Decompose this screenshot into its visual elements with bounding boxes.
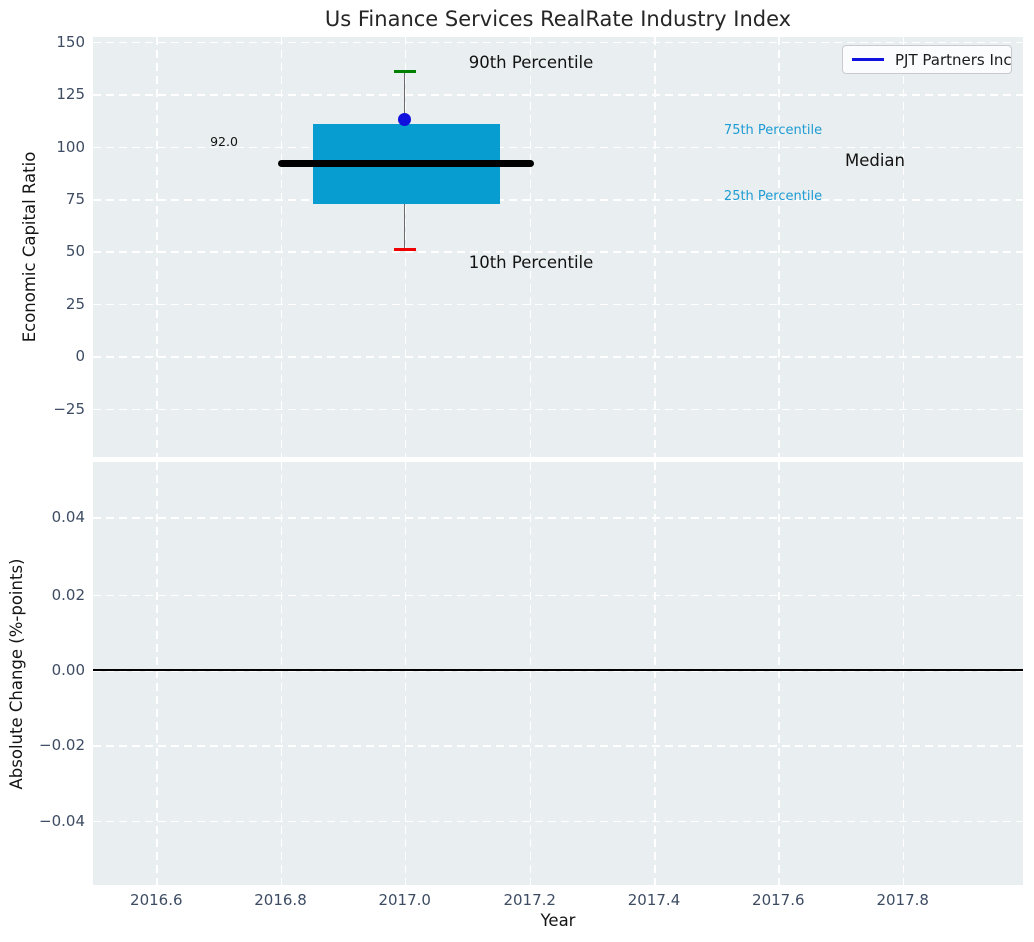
p25-annotation: 25th Percentile — [723, 188, 823, 204]
x-axis-label: Year — [540, 911, 576, 930]
legend-label: PJT Partners Inc — [895, 50, 1012, 69]
gridline — [93, 517, 1023, 519]
p75-annotation: 75th Percentile — [723, 123, 823, 138]
gridline — [93, 594, 1023, 597]
gridline — [404, 37, 407, 457]
legend: PJT Partners Inc — [842, 45, 1012, 74]
x-tick-label: 2017.6 — [752, 891, 805, 909]
gridline — [93, 356, 1023, 358]
y-tick-label: 25 — [65, 294, 85, 313]
bottom-y-axis-label: Absolute Change (%-points) — [7, 558, 26, 789]
y-tick-label: 0 — [75, 347, 85, 366]
y-tick-label: 0.00 — [51, 661, 85, 679]
p10-annotation: 10th Percentile — [468, 253, 594, 272]
x-tick-label: 2017.4 — [627, 891, 681, 909]
gridline — [654, 462, 656, 885]
gridline — [93, 41, 1023, 44]
bottom-plot-area — [93, 462, 1023, 885]
y-tick-label: 125 — [56, 85, 85, 104]
x-tick-label: 2017.8 — [876, 891, 929, 909]
gridline — [280, 37, 283, 457]
top-plot-area: 92.0 90th Percentile 10th Percentile 75t… — [93, 37, 1023, 457]
gridline — [93, 745, 1023, 747]
y-tick-label: 0.02 — [51, 585, 85, 604]
top-y-axis-label: Economic Capital Ratio — [20, 151, 39, 343]
x-tick-label: 2017.0 — [378, 891, 431, 909]
gridline — [93, 146, 1023, 149]
gridline — [778, 462, 780, 885]
x-tick-label: 2016.8 — [254, 891, 307, 909]
gridline — [654, 37, 656, 457]
median-line — [278, 159, 534, 167]
zero-baseline — [93, 669, 1023, 671]
gridline — [902, 462, 905, 885]
gridline — [156, 37, 158, 457]
y-tick-label: 0.04 — [51, 508, 85, 527]
y-tick-label: −0.02 — [39, 736, 85, 755]
y-tick-label: 50 — [65, 242, 85, 261]
median-annotation: Median — [844, 151, 905, 170]
gridline — [529, 37, 532, 457]
gridline — [93, 199, 1023, 201]
gridline — [529, 462, 532, 885]
y-tick-label: 75 — [65, 190, 85, 208]
median-value-annotation: 92.0 — [210, 134, 238, 149]
company-data-point — [398, 113, 411, 126]
y-tick-label: −0.04 — [39, 811, 85, 830]
p90-annotation: 90th Percentile — [468, 53, 594, 72]
gridline — [93, 251, 1023, 253]
x-tick-label: 2016.6 — [130, 891, 183, 909]
gridline — [902, 37, 905, 457]
y-tick-label: −25 — [53, 399, 85, 418]
gridline — [93, 408, 1023, 411]
legend-line-sample — [852, 58, 884, 61]
gridline — [93, 820, 1023, 823]
gridline — [156, 462, 158, 885]
gridline — [93, 303, 1023, 306]
chart-title: Us Finance Services RealRate Industry In… — [324, 7, 792, 31]
x-tick-label: 2017.2 — [503, 891, 556, 909]
gridline — [778, 37, 780, 457]
p10-cap — [394, 248, 416, 252]
gridline — [280, 462, 283, 885]
gridline — [404, 462, 407, 885]
p90-cap — [394, 70, 416, 74]
gridline — [93, 94, 1023, 96]
y-tick-label: 150 — [56, 32, 85, 51]
y-tick-label: 100 — [56, 137, 85, 156]
